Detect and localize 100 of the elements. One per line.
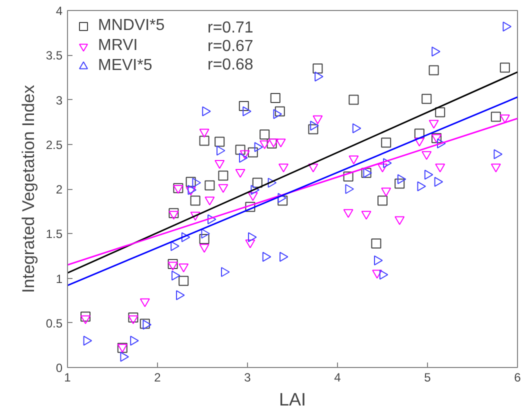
point [130,336,139,346]
point [371,238,382,248]
point [128,315,138,324]
y-tick-label: 2 [56,182,63,196]
point [374,255,383,266]
point [502,22,512,32]
point [310,120,319,131]
point [248,192,258,201]
annotation: r=0.67 [208,38,254,55]
point [239,152,248,163]
point [214,160,225,169]
point [312,64,323,74]
point [170,241,180,252]
legend-label: MRVI [98,37,138,55]
legend-label: MNDVI*5 [98,17,165,35]
annotation: r=0.68 [208,56,254,74]
point [437,138,446,148]
point [172,270,180,281]
point [260,140,270,150]
point [242,106,252,116]
y-tick-label: 4 [56,4,63,18]
y-tick-label: 0.5 [46,316,63,330]
point [140,298,150,308]
point [372,270,382,279]
point [250,184,260,195]
annotation: r=0.71 [208,20,254,36]
point [178,264,189,272]
point [235,168,246,178]
point [378,164,388,172]
point [490,164,501,172]
point [201,228,210,239]
point [199,128,210,138]
point [235,144,246,155]
point [435,107,446,118]
point [379,270,388,280]
x-tick-label: 1 [64,370,72,384]
point [312,115,323,124]
x-tick-label: 2 [154,370,162,384]
point [422,94,432,104]
point [274,106,285,116]
point [273,109,282,120]
point [128,312,138,323]
point [208,214,216,224]
point [186,176,196,187]
point [168,258,178,269]
point [500,114,510,124]
point [500,62,510,73]
point [218,170,228,181]
point [432,46,440,57]
point [199,136,210,146]
point [181,232,190,242]
point [262,252,272,262]
point [190,212,200,221]
point [83,336,92,346]
point [490,112,501,122]
point [80,315,90,324]
point [348,94,359,105]
point [394,216,405,226]
point [381,138,392,148]
x-tick-label: 4 [334,370,342,384]
point [428,65,439,76]
point [204,180,215,190]
point [383,158,392,168]
point [361,210,372,220]
point [348,156,359,164]
point [434,176,444,187]
point [417,181,426,192]
point [199,234,210,244]
point [422,151,432,160]
point [494,149,502,160]
point [120,352,129,362]
point [308,124,318,134]
point [214,136,225,147]
point [199,244,210,253]
point [202,106,211,116]
point [424,170,434,180]
y-axis-title: Integrated Vegetation Index [18,84,38,293]
point [221,267,230,277]
y-tick-label: 2.5 [46,138,63,152]
point [378,196,388,206]
x-tick-label: 5 [424,370,432,384]
point [80,312,90,322]
point [248,232,257,242]
point [140,318,150,329]
point [435,164,446,172]
point [260,130,270,140]
point [254,142,264,152]
point [245,239,256,248]
point [240,150,250,159]
x-tick-label: 6 [514,370,521,384]
point [428,120,439,129]
point [192,178,201,188]
point [190,196,200,206]
point [270,92,280,103]
y-tick-label: 0 [56,361,63,375]
point [252,178,262,188]
point [343,209,354,218]
point [248,147,258,158]
point [176,290,185,300]
point [218,184,228,193]
